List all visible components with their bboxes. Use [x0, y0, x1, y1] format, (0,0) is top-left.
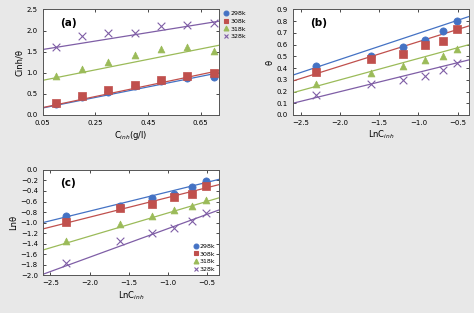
- Point: [183, 45, 191, 50]
- Point: [171, 191, 178, 196]
- Point: [439, 54, 447, 59]
- Point: [367, 82, 374, 87]
- Point: [210, 70, 218, 75]
- X-axis label: C$_{inh}$(g/l): C$_{inh}$(g/l): [114, 129, 147, 141]
- Point: [148, 213, 156, 218]
- Point: [63, 213, 70, 218]
- Y-axis label: θ: θ: [265, 59, 274, 65]
- Point: [148, 231, 156, 236]
- X-axis label: LnC$_{inh}$: LnC$_{inh}$: [368, 129, 394, 141]
- Point: [117, 204, 124, 209]
- Point: [399, 63, 407, 68]
- Point: [189, 218, 196, 223]
- Point: [148, 196, 156, 201]
- Point: [439, 68, 447, 73]
- Point: [453, 18, 461, 23]
- Point: [78, 33, 86, 38]
- Point: [171, 194, 178, 199]
- Point: [78, 94, 86, 99]
- X-axis label: LnC$_{inh}$: LnC$_{inh}$: [118, 289, 144, 302]
- Point: [421, 57, 428, 62]
- Text: (c): (c): [60, 178, 76, 188]
- Point: [189, 204, 196, 209]
- Point: [183, 73, 191, 78]
- Point: [421, 42, 428, 47]
- Point: [131, 83, 138, 88]
- Point: [157, 24, 165, 29]
- Legend: 298k, 308k, 318k, 328k: 298k, 308k, 318k, 328k: [193, 243, 216, 272]
- Point: [313, 69, 320, 74]
- Point: [202, 211, 210, 216]
- Point: [210, 48, 218, 53]
- Point: [105, 89, 112, 94]
- Point: [313, 93, 320, 98]
- Point: [63, 220, 70, 225]
- Point: [202, 184, 210, 189]
- Point: [399, 44, 407, 49]
- Point: [189, 185, 196, 190]
- Point: [63, 239, 70, 244]
- Point: [453, 61, 461, 66]
- Point: [313, 63, 320, 68]
- Point: [399, 77, 407, 82]
- Point: [157, 79, 165, 84]
- Point: [183, 75, 191, 80]
- Point: [453, 27, 461, 32]
- Point: [157, 46, 165, 51]
- Point: [421, 37, 428, 42]
- Point: [78, 67, 86, 72]
- Point: [439, 38, 447, 44]
- Point: [157, 77, 165, 82]
- Text: (a): (a): [60, 18, 77, 28]
- Text: (b): (b): [310, 18, 328, 28]
- Point: [421, 74, 428, 79]
- Point: [52, 74, 60, 79]
- Point: [117, 239, 124, 244]
- Point: [367, 70, 374, 75]
- Point: [439, 28, 447, 33]
- Point: [313, 82, 320, 87]
- Point: [453, 47, 461, 52]
- Point: [52, 101, 60, 106]
- Point: [105, 31, 112, 36]
- Point: [367, 56, 374, 61]
- Point: [63, 261, 70, 266]
- Point: [105, 88, 112, 93]
- Y-axis label: Cinh/θ: Cinh/θ: [15, 49, 24, 76]
- Point: [105, 60, 112, 65]
- Legend: 298k, 308k, 318k, 328k: 298k, 308k, 318k, 328k: [224, 10, 246, 40]
- Point: [117, 221, 124, 226]
- Point: [148, 202, 156, 207]
- Point: [171, 226, 178, 231]
- Point: [117, 206, 124, 211]
- Point: [131, 52, 138, 57]
- Point: [131, 30, 138, 35]
- Point: [189, 192, 196, 197]
- Point: [210, 20, 218, 25]
- Point: [202, 198, 210, 203]
- Point: [183, 23, 191, 28]
- Point: [52, 44, 60, 49]
- Point: [78, 94, 86, 99]
- Point: [202, 179, 210, 184]
- Y-axis label: Lnθ: Lnθ: [9, 215, 18, 230]
- Point: [399, 51, 407, 56]
- Point: [131, 84, 138, 89]
- Point: [210, 74, 218, 80]
- Point: [171, 208, 178, 213]
- Point: [52, 101, 60, 106]
- Point: [367, 54, 374, 59]
